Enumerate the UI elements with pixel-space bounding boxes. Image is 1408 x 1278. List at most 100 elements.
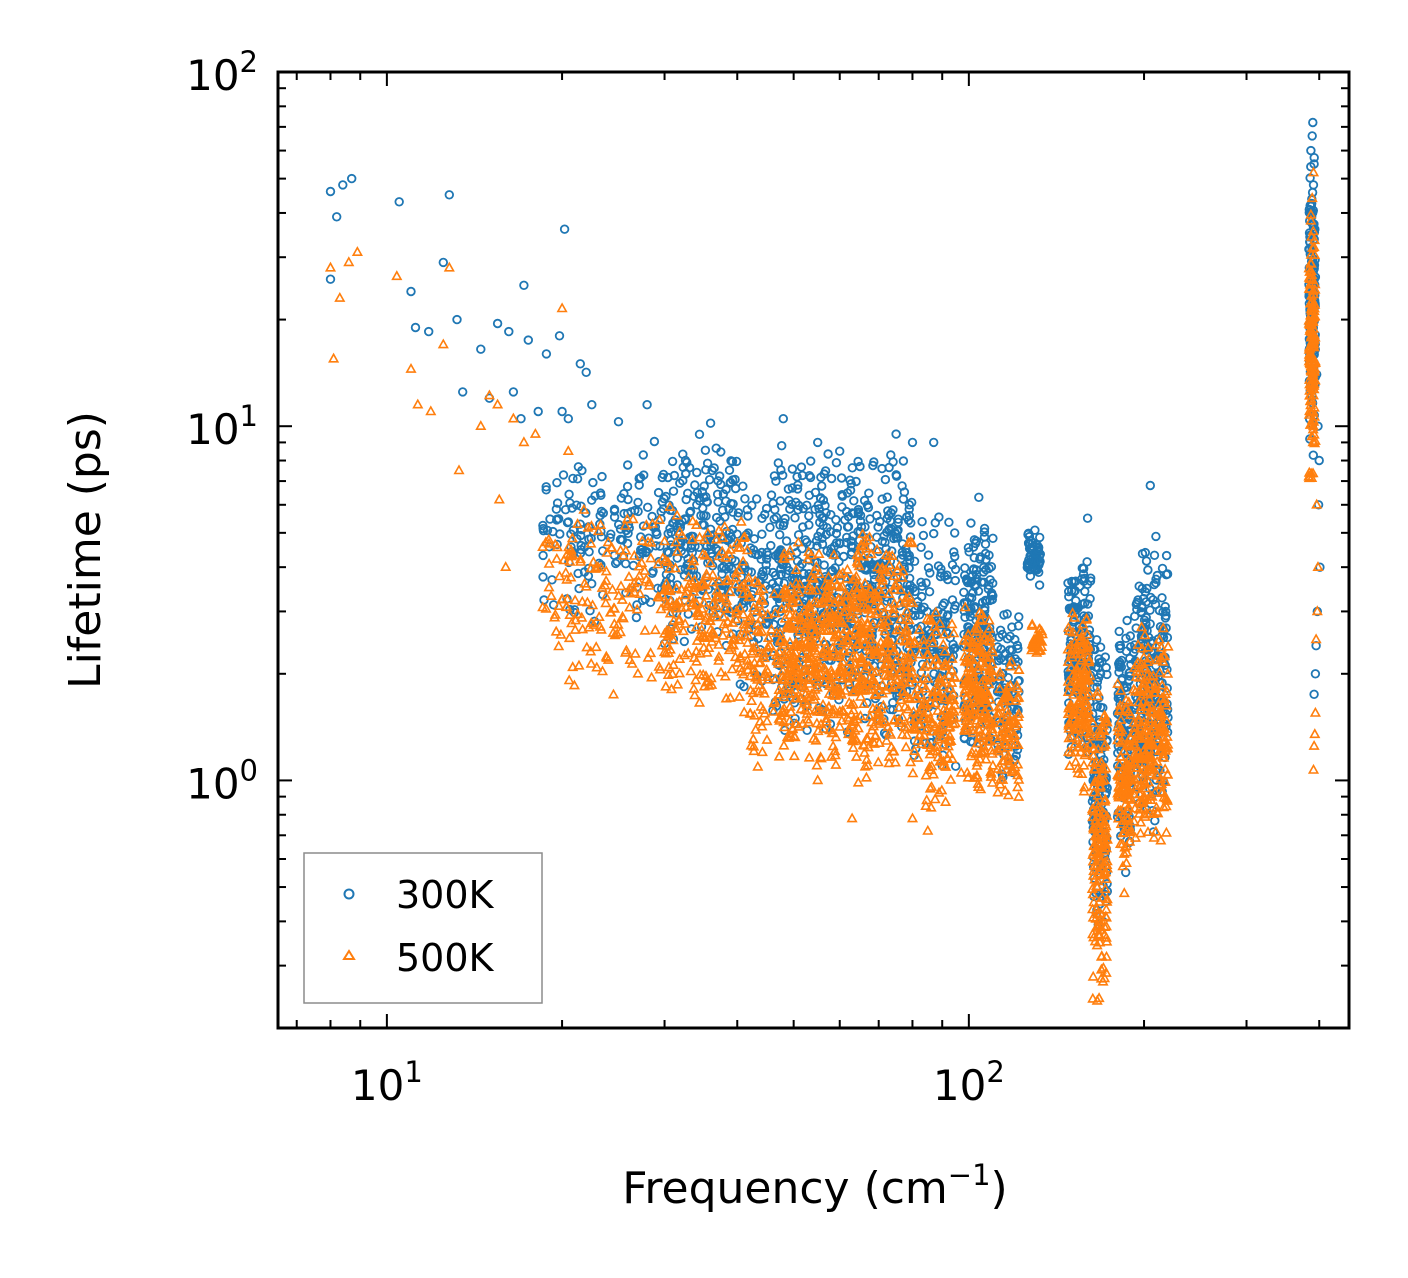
data-point-500k bbox=[697, 548, 709, 559]
data-point-500k bbox=[592, 525, 604, 536]
data-point-500k bbox=[1013, 664, 1025, 675]
data-point-300k bbox=[1125, 631, 1135, 641]
data-point-300k bbox=[538, 523, 548, 534]
data-point-500k bbox=[880, 549, 892, 560]
data-point-300k bbox=[637, 547, 648, 558]
data-point-500k bbox=[609, 629, 621, 640]
data-point-300k bbox=[738, 481, 748, 491]
data-point-500k bbox=[537, 601, 549, 612]
data-point-500k bbox=[661, 600, 673, 611]
data-point-500k bbox=[824, 678, 836, 689]
data-point-500k bbox=[829, 629, 841, 640]
data-point-300k bbox=[877, 494, 887, 504]
data-point-500k bbox=[690, 519, 703, 530]
data-point-300k bbox=[999, 610, 1009, 620]
data-point-300k bbox=[1140, 587, 1151, 597]
data-point-500k bbox=[642, 536, 654, 547]
data-point-500k bbox=[890, 578, 902, 589]
data-point-300k bbox=[653, 487, 664, 498]
data-point-500k bbox=[854, 676, 867, 687]
data-point-500k bbox=[582, 521, 594, 532]
data-point-300k bbox=[1161, 550, 1172, 561]
data-point-500k bbox=[897, 565, 909, 576]
data-point-500k bbox=[735, 515, 747, 526]
data-point-300k bbox=[1078, 563, 1089, 574]
data-point-500k bbox=[717, 629, 729, 640]
data-point-500k bbox=[793, 586, 805, 597]
data-point-300k bbox=[614, 519, 624, 530]
data-point-500k bbox=[805, 571, 817, 582]
data-point-300k bbox=[766, 540, 776, 551]
data-point-300k bbox=[846, 541, 856, 551]
data-point-500k bbox=[576, 595, 588, 606]
data-point-300k bbox=[1095, 642, 1106, 652]
data-point-300k bbox=[1149, 550, 1160, 560]
data-point-300k bbox=[649, 436, 660, 447]
data-point-500k bbox=[887, 666, 900, 677]
data-point-500k bbox=[737, 587, 749, 598]
data-point-500k bbox=[719, 622, 731, 633]
data-point-500k bbox=[710, 600, 722, 611]
data-point-500k bbox=[698, 596, 710, 607]
data-point-500k bbox=[896, 571, 908, 582]
data-point-500k bbox=[701, 646, 713, 657]
data-point-500k bbox=[778, 657, 790, 668]
data-point-300k bbox=[831, 515, 841, 525]
data-point-500k bbox=[561, 573, 573, 584]
data-point-300k bbox=[1310, 669, 1321, 679]
data-point-300k bbox=[663, 528, 673, 539]
data-point-500k bbox=[799, 622, 811, 633]
data-point-300k bbox=[621, 559, 631, 569]
data-point-500k bbox=[773, 712, 785, 723]
data-point-500k bbox=[894, 596, 906, 607]
data-point-300k bbox=[848, 531, 858, 541]
data-point-500k bbox=[896, 711, 909, 722]
data-point-500k bbox=[845, 708, 858, 719]
data-point-500k bbox=[741, 544, 753, 555]
data-point-500k bbox=[704, 557, 717, 568]
data-point-500k bbox=[671, 509, 683, 520]
data-point-300k bbox=[969, 603, 980, 613]
data-point-500k bbox=[851, 619, 863, 630]
data-point-500k bbox=[1070, 756, 1082, 767]
data-point-300k bbox=[533, 406, 543, 417]
data-point-500k bbox=[716, 545, 728, 556]
data-point-500k bbox=[561, 548, 573, 559]
data-point-500k bbox=[754, 585, 766, 596]
data-point-300k bbox=[406, 286, 416, 297]
data-point-500k bbox=[792, 536, 804, 547]
data-point-500k bbox=[710, 533, 722, 544]
data-point-500k bbox=[785, 730, 797, 741]
data-point-300k bbox=[860, 563, 870, 573]
data-point-500k bbox=[543, 537, 555, 548]
data-point-300k bbox=[923, 550, 934, 560]
data-point-500k bbox=[907, 767, 919, 778]
data-point-500k bbox=[790, 646, 802, 657]
data-point-300k bbox=[908, 583, 918, 593]
data-point-500k bbox=[731, 536, 743, 547]
data-point-500k bbox=[703, 679, 715, 690]
data-point-300k bbox=[740, 494, 750, 504]
data-point-300k bbox=[923, 563, 934, 573]
data-point-500k bbox=[545, 590, 557, 601]
data-point-500k bbox=[793, 720, 805, 731]
data-point-500k bbox=[744, 707, 756, 718]
data-point-500k bbox=[662, 582, 674, 593]
data-point-500k bbox=[738, 618, 750, 629]
data-point-500k bbox=[566, 617, 578, 628]
data-point-500k bbox=[660, 584, 672, 595]
data-point-500k bbox=[855, 652, 867, 663]
data-point-300k bbox=[665, 572, 676, 583]
data-point-500k bbox=[936, 784, 948, 795]
data-point-300k bbox=[724, 465, 735, 475]
data-point-300k bbox=[1005, 631, 1015, 641]
data-point-500k bbox=[879, 663, 891, 674]
data-point-500k bbox=[786, 722, 799, 733]
data-point-500k bbox=[846, 733, 858, 744]
data-point-500k bbox=[730, 578, 742, 589]
data-point-300k bbox=[766, 490, 777, 500]
data-point-500k bbox=[713, 524, 725, 535]
series-300k-points bbox=[325, 117, 1325, 930]
data-point-500k bbox=[835, 687, 847, 698]
data-point-500k bbox=[623, 582, 636, 593]
